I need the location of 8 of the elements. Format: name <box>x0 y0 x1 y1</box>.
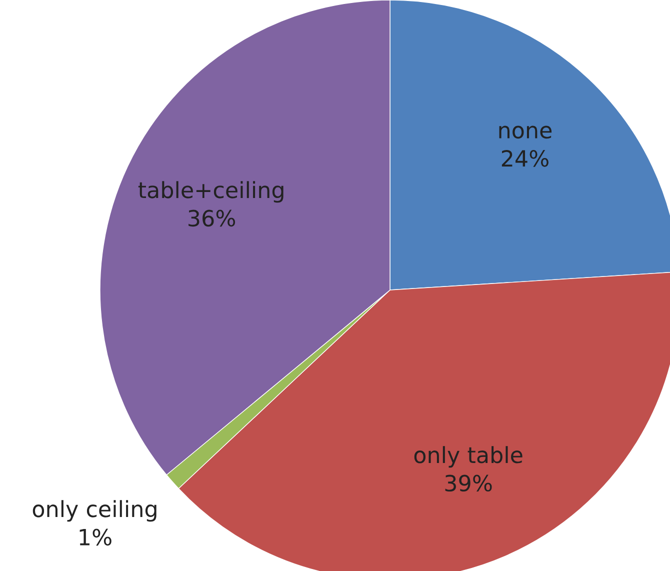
slice-label: none <box>499 126 552 139</box>
slice-label: table+ceiling <box>138 181 284 203</box>
data-label: 36% <box>188 210 236 227</box>
slice-label: only table <box>414 446 522 468</box>
data-label: 24% <box>502 150 548 167</box>
slice-label: only ceiling <box>32 500 156 522</box>
data-label: 39% <box>445 474 492 492</box>
data-label: 1% <box>80 528 112 546</box>
